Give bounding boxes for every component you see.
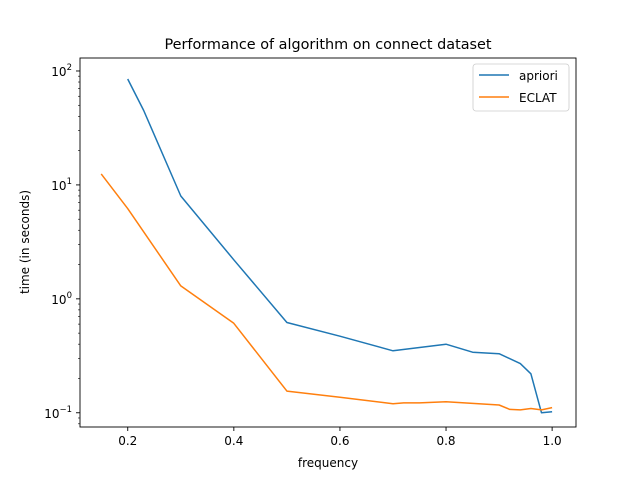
y-axis-label: time (in seconds) [18,190,32,294]
y-tick-label: 100 [51,291,72,307]
y-axis-ticks: 10−1 100 101 102 [44,63,80,425]
y-tick-label: 10−1 [44,405,72,421]
chart-title: Performance of algorithm on connect data… [164,37,491,53]
x-tick-label: 1.0 [543,434,562,448]
legend-label-apriori: apriori [519,69,558,83]
y-tick-label: 101 [51,177,72,193]
series-lines [100,78,553,414]
legend-label-eclat: ECLAT [519,91,557,105]
y-tick-label: 102 [51,63,72,79]
x-tick-label: 0.2 [118,434,137,448]
x-tick-label: 0.6 [330,434,349,448]
x-tick-label: 0.8 [436,434,455,448]
x-axis-ticks: 0.2 0.4 0.6 0.8 1.0 [118,427,562,448]
x-axis-label: frequency [298,456,358,470]
series-line-eclat [100,173,553,411]
legend[interactable]: apriori ECLAT [472,63,570,112]
plot-area-frame [79,57,577,428]
series-line-apriori [127,78,553,414]
x-tick-label: 0.4 [224,434,243,448]
